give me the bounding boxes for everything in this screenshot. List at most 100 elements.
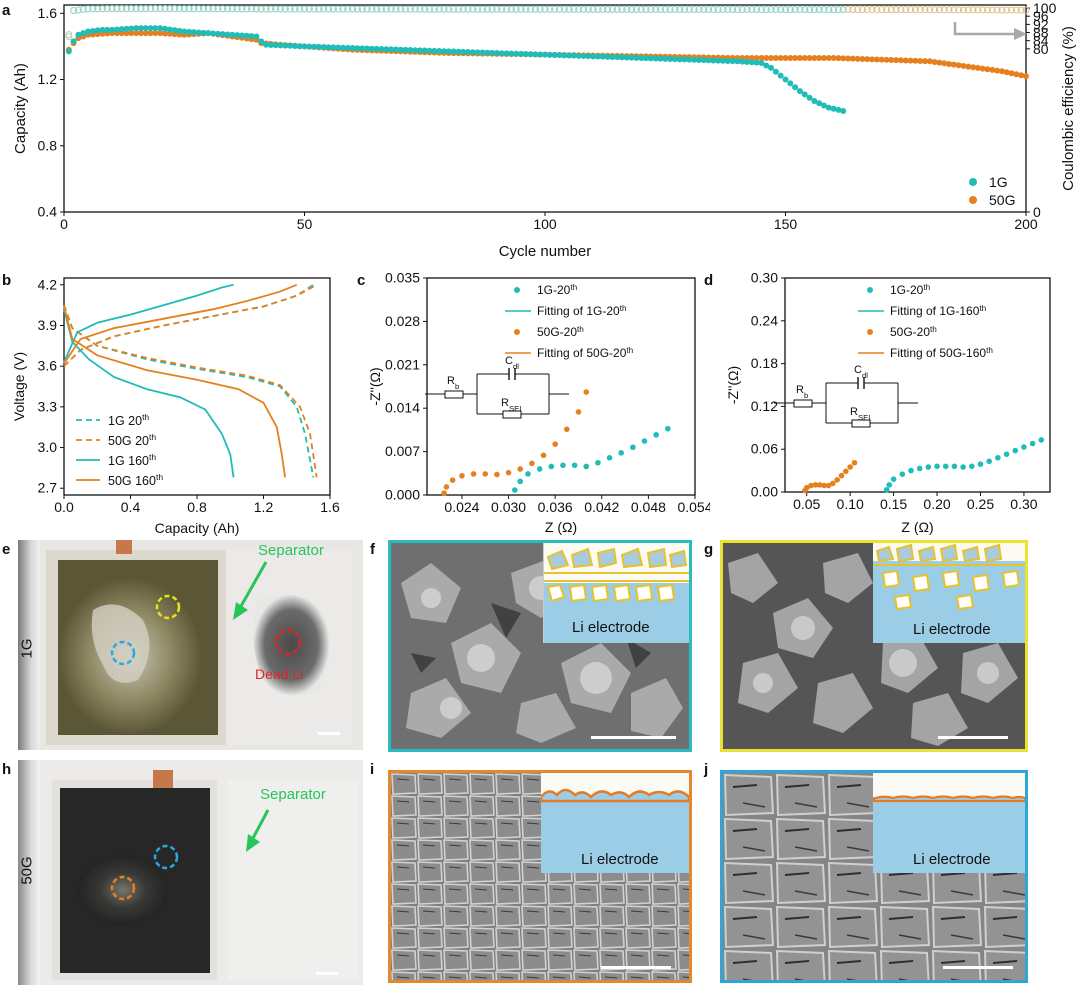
- capacity-point-1G: [542, 51, 548, 58]
- ce-point-1G: [137, 4, 145, 12]
- capacity-point-50G: [955, 62, 962, 69]
- capacity-point-1G: [455, 48, 462, 55]
- capacity-point-50G: [921, 58, 928, 65]
- y-tick-label: 0.12: [751, 398, 778, 414]
- capacity-point-1G: [200, 29, 207, 36]
- capacity-point-1G: [465, 49, 472, 56]
- x-tick-label: 0: [60, 216, 68, 232]
- x-tick-label: 0.048: [631, 499, 666, 515]
- voltage-capacity-chart: 0.0 0.4 0.8 1.2 1.6 2.7 3.0 3.3 3.6 3.9 4.2 Capacit…: [11, 276, 340, 536]
- ce-point-1G: [589, 5, 597, 13]
- impedance-point: [808, 482, 814, 489]
- ce-point-1G: [685, 5, 693, 13]
- ce-point-1G: [161, 4, 169, 12]
- ce-point-1G: [661, 5, 669, 13]
- capacity-point-1G: [753, 59, 760, 66]
- ce-point-1G: [695, 5, 703, 13]
- capacity-point-1G: [142, 25, 149, 32]
- ce-point-50G: [1022, 6, 1030, 14]
- capacity-point-1G: [719, 57, 726, 64]
- impedance-point: [977, 461, 984, 467]
- capacity-point-1G: [344, 44, 351, 51]
- capacity-point-1G: [590, 53, 597, 60]
- ce-point-50G: [844, 6, 852, 14]
- capacity-point-50G: [128, 30, 135, 37]
- capacity-point-50G: [1018, 72, 1025, 79]
- capacity-point-50G: [946, 60, 953, 67]
- ce-point-1G: [507, 5, 515, 13]
- ce-point-1G: [435, 5, 443, 13]
- ce-point-50G: [854, 6, 862, 14]
- ce-point-1G: [753, 6, 761, 14]
- ce-point-1G: [392, 5, 400, 13]
- ce-point-50G: [883, 6, 891, 14]
- ce-point-1G: [209, 5, 217, 13]
- ce-point-50G: [892, 6, 900, 14]
- ce-point-1G: [801, 6, 809, 14]
- capacity-point-1G: [638, 54, 645, 61]
- ce-point-1G: [320, 5, 328, 13]
- ce-point-50G: [998, 6, 1006, 14]
- capacity-point-50G: [950, 61, 957, 68]
- ce-point-1G: [579, 5, 587, 13]
- impedance-point: [995, 454, 1001, 461]
- capacity-point-1G: [248, 33, 255, 40]
- capacity-point-50G: [917, 57, 924, 64]
- ce-point-1G: [806, 6, 814, 14]
- capacity-point-1G: [662, 55, 669, 62]
- capacity-point-1G: [681, 56, 688, 63]
- ce-point-1G: [219, 5, 227, 13]
- ce-point-1G: [555, 5, 563, 13]
- ce-point-1G: [142, 4, 150, 12]
- y-axis-label: Voltage (V): [11, 352, 27, 421]
- capacity-point-1G: [522, 51, 529, 58]
- nyquist-chart-20th: 0.024 0.030 0.036 0.042 0.048 0.054 0.000 0.007…: [367, 270, 710, 536]
- plot-frame: [426, 277, 696, 496]
- legend-label: 50G-20th: [537, 325, 584, 340]
- y-tick-label: 0.8: [38, 137, 58, 153]
- ce-point-1G: [252, 5, 260, 13]
- impedance-point: [583, 463, 590, 470]
- impedance-point: [986, 458, 992, 465]
- x-tick-label: 0.25: [967, 496, 994, 512]
- ce-point-1G: [238, 5, 246, 13]
- capacity-point-1G: [109, 26, 116, 33]
- ce-point-1G: [464, 5, 472, 13]
- impedance-point: [470, 471, 477, 477]
- legend-label: 50G: [989, 192, 1015, 208]
- ce-point-1G: [233, 5, 241, 13]
- capacity-point-1G: [647, 55, 654, 62]
- ce-point-1G: [623, 5, 631, 13]
- capacity-point-1G: [580, 53, 587, 60]
- sem-image-f: Li electrode: [388, 540, 692, 752]
- electrode-schematic-i: Li electrode: [541, 773, 689, 873]
- ce-point-1G: [315, 5, 323, 13]
- panel-label-h: h: [2, 761, 12, 778]
- capacity-point-1G: [724, 57, 731, 64]
- legend-label: 1G-20th: [890, 283, 930, 298]
- capacity-point-1G: [686, 56, 693, 63]
- circuit-resistor-rb: [444, 390, 464, 399]
- capacity-point-1G: [364, 45, 371, 52]
- ce-point-1G: [565, 5, 573, 13]
- panel-label-e: e: [2, 541, 11, 558]
- capacity-point-50G: [989, 66, 996, 73]
- capacity-point-1G: [715, 57, 722, 64]
- ce-point-1G: [527, 5, 535, 13]
- ce-point-1G: [123, 4, 131, 12]
- ce-point-1G: [195, 5, 203, 13]
- ce-point-50G: [964, 6, 972, 14]
- capacity-point-50G: [1003, 69, 1010, 76]
- capacity-point-50G: [902, 57, 909, 64]
- ce-point-1G: [488, 5, 496, 13]
- capacity-point-1G: [320, 44, 327, 51]
- ce-point-1G: [757, 6, 765, 14]
- impedance-point: [890, 476, 897, 482]
- circuit-wire: [548, 374, 569, 414]
- ce-point-1G: [402, 5, 410, 13]
- y-axis-label: -Z''(Ω): [725, 366, 741, 404]
- ce-point-1G: [224, 5, 232, 13]
- impedance-point: [925, 464, 932, 470]
- capacity-point-1G: [787, 80, 794, 87]
- impedance-point: [821, 482, 827, 489]
